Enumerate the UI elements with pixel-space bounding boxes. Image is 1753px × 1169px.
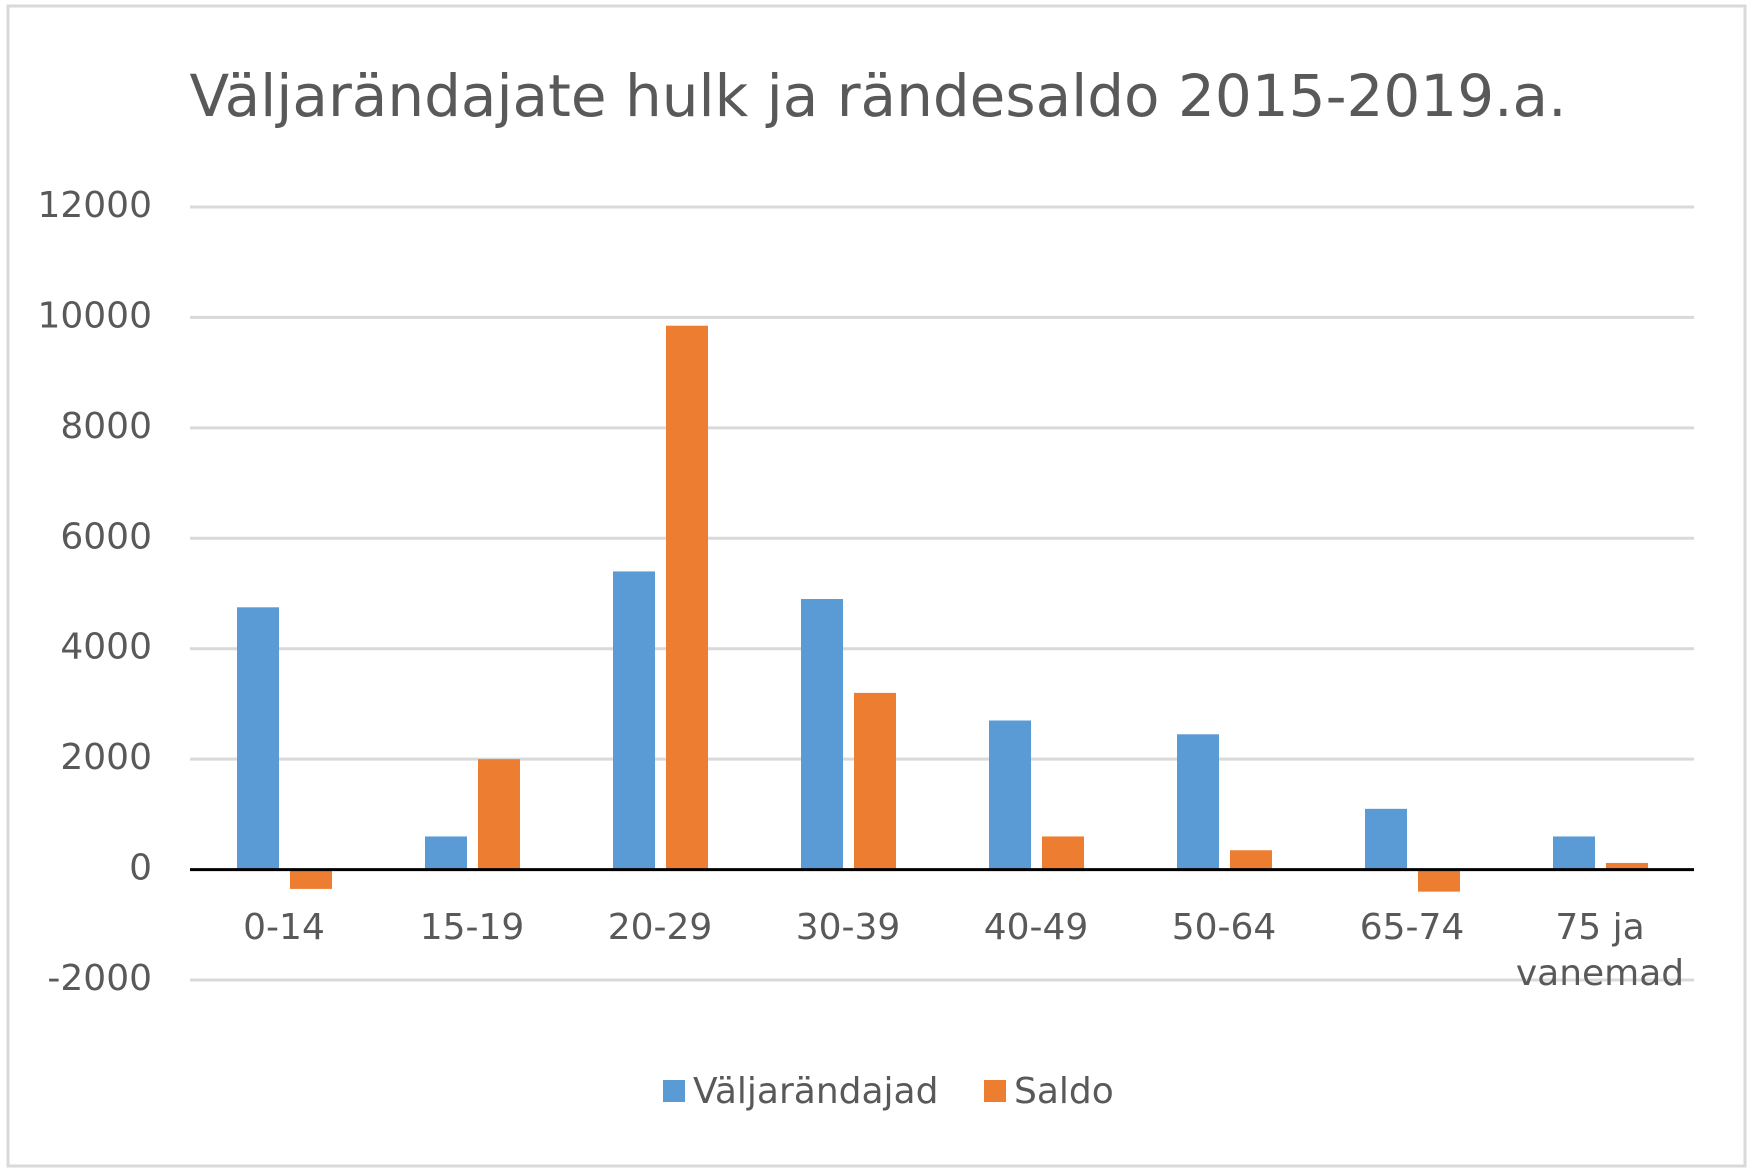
y-tick-label: 6000 bbox=[60, 516, 152, 557]
x-tick-label-box: 30-39 bbox=[795, 907, 901, 948]
bar bbox=[801, 599, 843, 870]
bar bbox=[1042, 836, 1084, 870]
x-tick-label: 0-14 bbox=[243, 907, 325, 948]
y-tick-label: -2000 bbox=[47, 958, 152, 999]
bar bbox=[1553, 836, 1595, 870]
bar bbox=[1606, 862, 1648, 870]
x-tick-label-box: 0-14 bbox=[243, 907, 325, 948]
bar bbox=[613, 571, 655, 870]
y-tick-label: 12000 bbox=[37, 185, 152, 226]
bar bbox=[1418, 869, 1460, 892]
y-tick-label: 10000 bbox=[37, 295, 152, 336]
bar bbox=[854, 692, 896, 870]
x-tick-label-box: 40-49 bbox=[983, 907, 1089, 948]
bar bbox=[1365, 808, 1407, 870]
x-tick-label: 15-19 bbox=[419, 907, 525, 948]
bar bbox=[1230, 850, 1272, 870]
x-tick-label: 50-64 bbox=[1171, 907, 1277, 948]
chart-title: Väljarändajate hulk ja rändesaldo 2015-2… bbox=[189, 62, 1566, 130]
legend-label: Saldo bbox=[1014, 1071, 1114, 1112]
x-tick-label-box: 20-29 bbox=[607, 907, 713, 948]
bar bbox=[237, 607, 279, 870]
x-tick-label: 40-49 bbox=[983, 907, 1089, 948]
y-tick-label: 4000 bbox=[60, 627, 152, 668]
chart-border bbox=[6, 4, 1747, 1168]
y-tick-label: 2000 bbox=[60, 737, 152, 778]
x-tick-label: 20-29 bbox=[607, 907, 713, 948]
x-tick-label: 65-74 bbox=[1359, 907, 1465, 948]
legend-swatch bbox=[663, 1080, 685, 1102]
legend-label: Väljarändajad bbox=[693, 1071, 938, 1112]
bar bbox=[478, 759, 520, 870]
bar bbox=[989, 720, 1031, 870]
bar bbox=[290, 869, 332, 889]
x-tick-label-box: 65-74 bbox=[1359, 907, 1465, 948]
x-tick-label-box: 75 ja vanemad bbox=[1515, 907, 1685, 994]
x-tick-label-box: 15-19 bbox=[419, 907, 525, 948]
y-tick-label: 0 bbox=[129, 848, 152, 889]
bar bbox=[666, 325, 708, 870]
legend-swatch bbox=[984, 1080, 1006, 1102]
x-tick-label-box: 50-64 bbox=[1171, 907, 1277, 948]
bar bbox=[1177, 734, 1219, 870]
x-tick-label: 75 ja vanemad bbox=[1515, 907, 1685, 994]
bar bbox=[425, 836, 467, 870]
y-tick-label: 8000 bbox=[60, 406, 152, 447]
x-tick-label: 30-39 bbox=[795, 907, 901, 948]
